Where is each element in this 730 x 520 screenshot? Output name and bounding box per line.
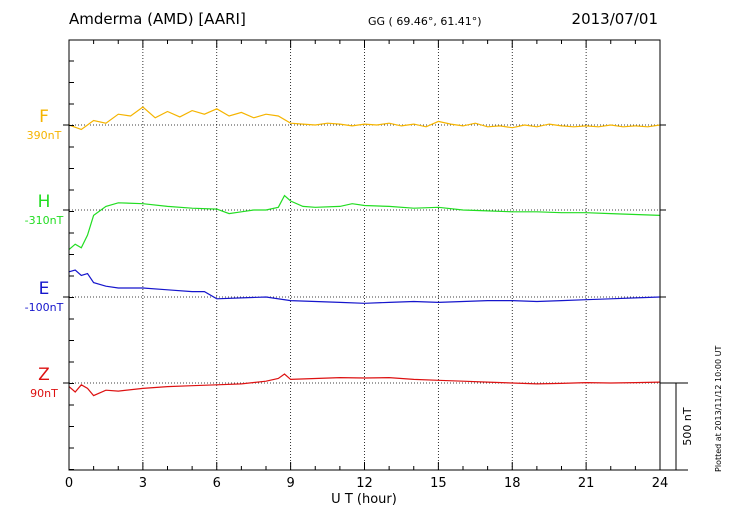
scale-bar: 500 nT <box>660 382 694 471</box>
series-layer <box>68 106 661 397</box>
x-tick-label: 21 <box>578 476 595 491</box>
x-tick-label: 9 <box>286 476 294 491</box>
series-line-e <box>68 269 661 304</box>
x-axis-ticks: 0 3 6 9 12 15 18 21 24 <box>65 40 668 491</box>
x-axis-label: U T (hour) <box>331 492 397 507</box>
series-labels: F 390nT H -310nT E -100nT Z 90nT <box>25 107 64 400</box>
series-line-h <box>68 194 661 251</box>
x-tick-label: 15 <box>430 476 447 491</box>
x-tick-label: 3 <box>139 476 147 491</box>
series-name-z: Z <box>38 365 50 385</box>
series-baseline-label-h: -310nT <box>25 214 64 227</box>
series-name-f: F <box>39 107 49 127</box>
plot-date: 2013/07/01 <box>571 10 658 28</box>
x-tick-label: 6 <box>213 476 221 491</box>
station-coordinates: GG ( 69.46°, 61.41°) <box>368 15 482 28</box>
series-baseline-label-f: 390nT <box>27 129 62 142</box>
x-tick-label: 0 <box>65 476 73 491</box>
x-tick-label: 12 <box>356 476 373 491</box>
series-baseline-label-e: -100nT <box>25 301 64 314</box>
x-tick-label: 24 <box>652 476 669 491</box>
series-baseline-label-z: 90nT <box>30 387 58 400</box>
plot-frame <box>68 39 661 471</box>
plotted-at-note: Plotted at 2013/11/12 10:00 UT <box>714 345 723 472</box>
scale-bar-label: 500 nT <box>681 407 694 445</box>
series-line-z <box>68 373 661 397</box>
station-title: Amderma (AMD) [AARI] <box>69 10 246 28</box>
series-name-e: E <box>39 279 50 299</box>
gridlines <box>142 40 587 470</box>
x-tick-label: 18 <box>504 476 521 491</box>
series-line-f <box>68 106 661 131</box>
series-name-h: H <box>38 192 51 212</box>
